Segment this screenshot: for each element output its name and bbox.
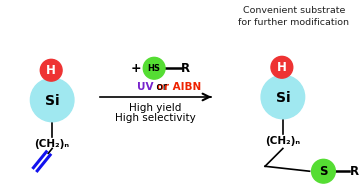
Text: (CH₂)ₙ: (CH₂)ₙ xyxy=(35,139,70,149)
Text: R: R xyxy=(349,165,359,178)
Text: (CH₂)ₙ: (CH₂)ₙ xyxy=(265,136,300,146)
Text: H: H xyxy=(46,64,56,77)
Text: R: R xyxy=(181,62,190,75)
Circle shape xyxy=(143,57,165,79)
Text: S: S xyxy=(319,165,328,178)
Text: or: or xyxy=(153,82,170,92)
Circle shape xyxy=(31,78,74,122)
Text: Si: Si xyxy=(45,94,59,108)
Text: UV: UV xyxy=(136,82,153,92)
Circle shape xyxy=(271,56,293,78)
Text: Convenient substrate
for further modification: Convenient substrate for further modific… xyxy=(238,6,349,27)
Text: High yield: High yield xyxy=(129,103,181,113)
Circle shape xyxy=(40,59,62,81)
Text: High selectivity: High selectivity xyxy=(115,113,195,123)
Text: H: H xyxy=(277,61,287,74)
Text: +: + xyxy=(131,62,142,75)
Text: HS: HS xyxy=(148,64,161,73)
Text: Si: Si xyxy=(276,91,290,105)
Text: or AIBN: or AIBN xyxy=(153,82,201,92)
Circle shape xyxy=(312,159,335,183)
Circle shape xyxy=(261,75,305,119)
